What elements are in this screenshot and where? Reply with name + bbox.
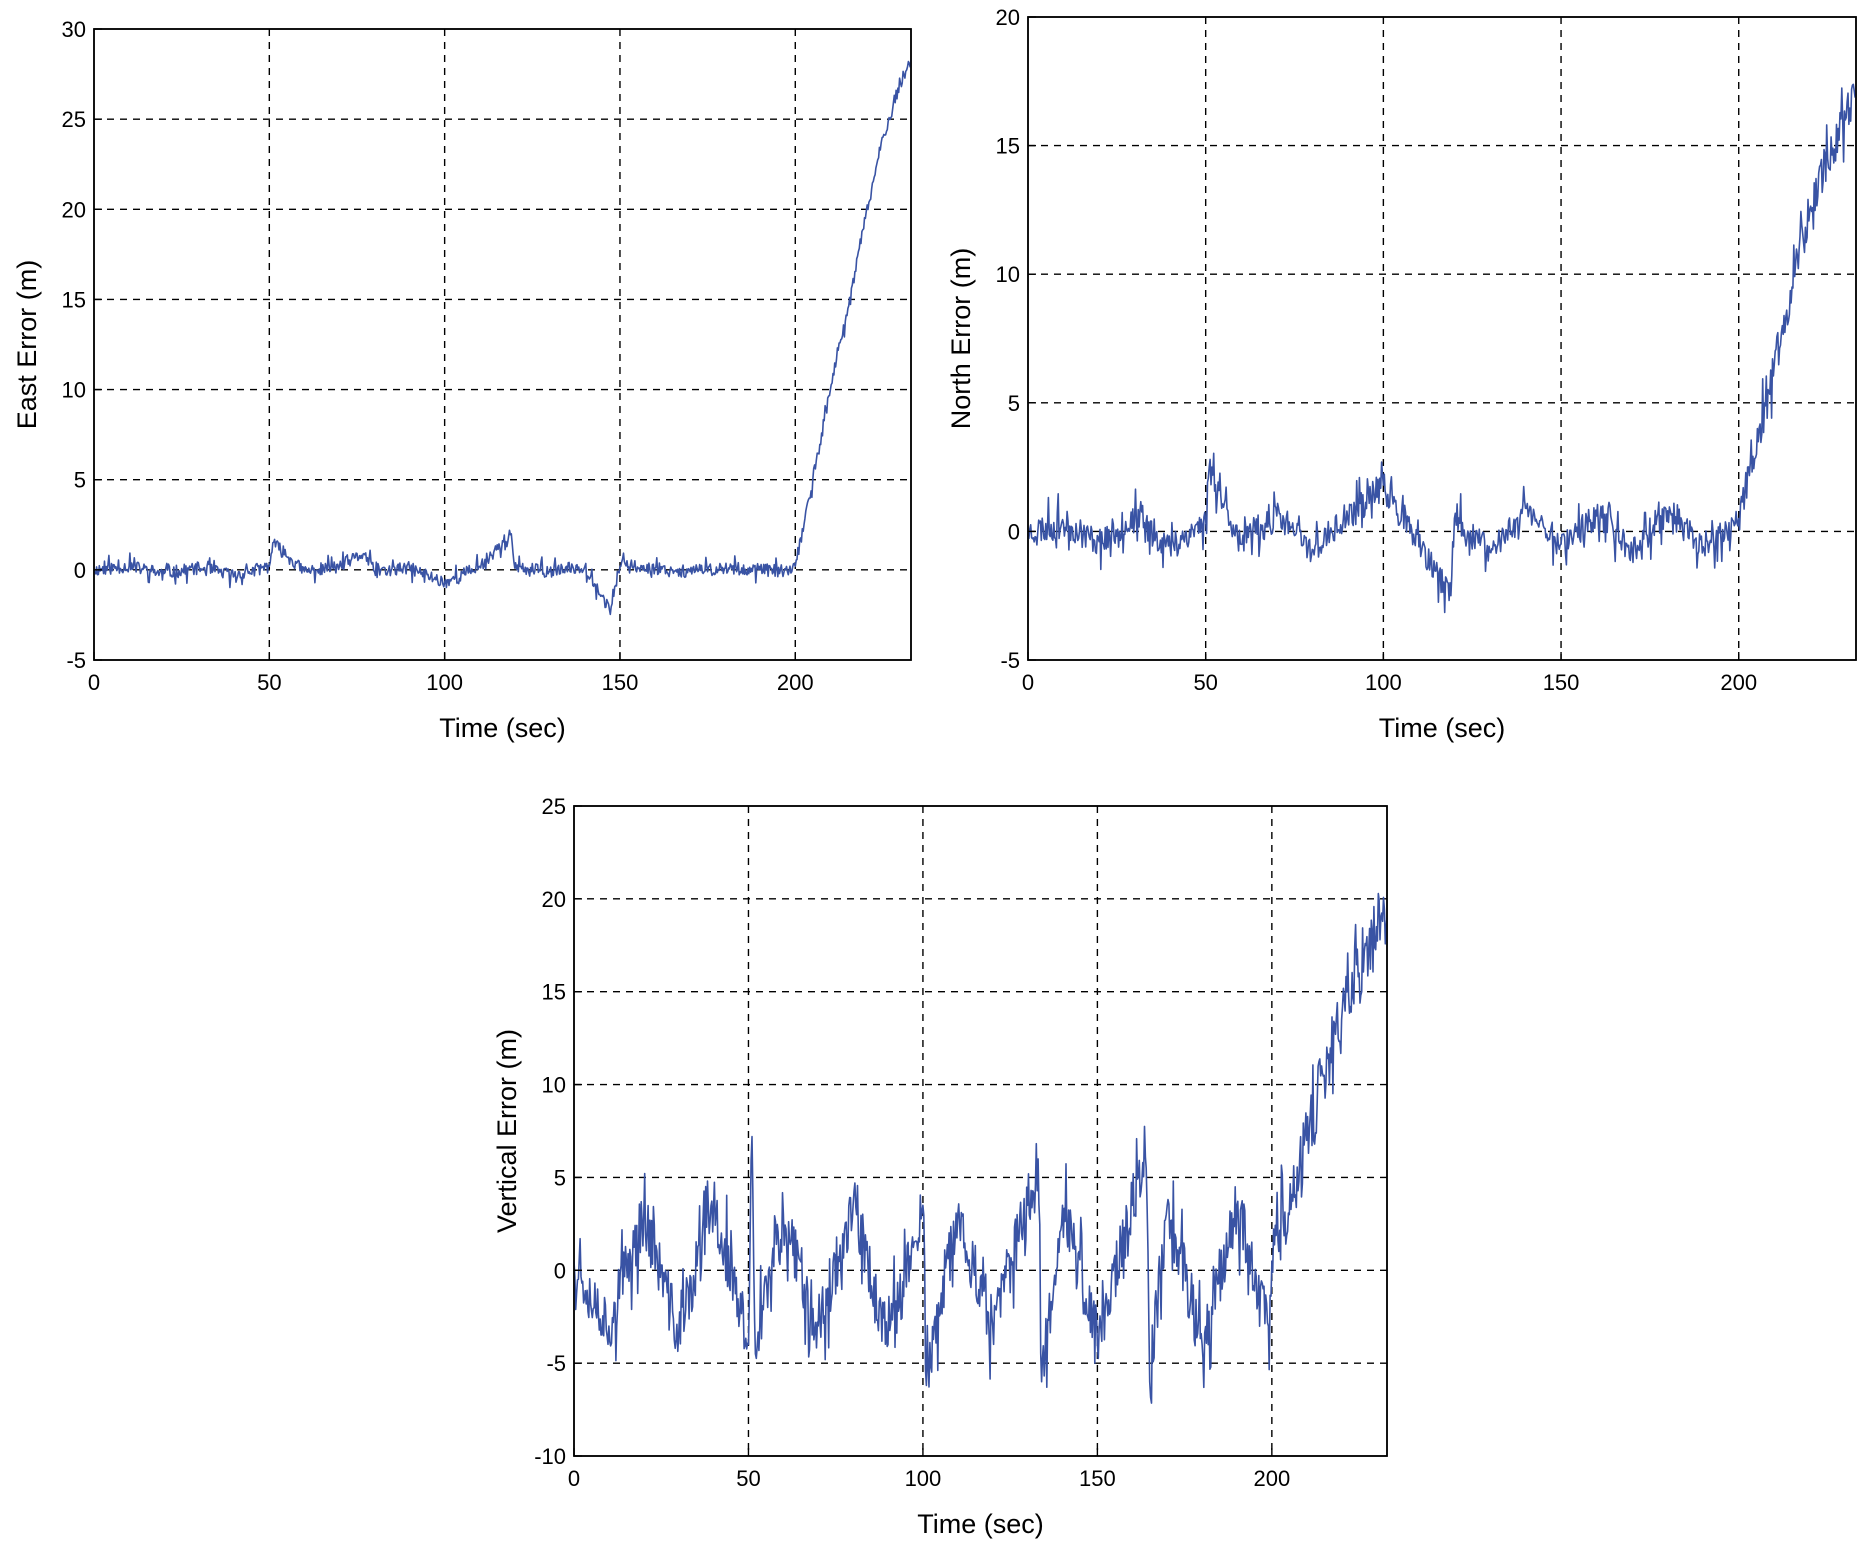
y-tick-label: 15 [996, 134, 1020, 159]
y-tick-label: -5 [66, 648, 86, 673]
plot-area [573, 805, 1388, 1457]
y-axis-label: Vertical Error (m) [492, 1029, 522, 1233]
y-tick-label: -5 [546, 1351, 566, 1376]
y-tick-label: 0 [554, 1258, 566, 1283]
plot-border [573, 805, 1388, 1457]
y-tick-label: 20 [542, 887, 566, 912]
x-axis-label: Time (sec) [439, 713, 566, 743]
x-tick-label: 50 [257, 670, 281, 695]
x-tick-label: 200 [1720, 670, 1757, 695]
x-tick-label: 150 [1543, 670, 1580, 695]
x-tick-label: 0 [568, 1466, 580, 1491]
y-tick-label: 5 [74, 468, 86, 493]
y-tick-label: 10 [996, 262, 1020, 287]
x-tick-label: 50 [736, 1466, 760, 1491]
y-tick-label: 0 [74, 558, 86, 583]
y-tick-label: 5 [554, 1165, 566, 1190]
x-axis-label: Time (sec) [1379, 713, 1506, 743]
y-tick-label: 10 [62, 378, 86, 403]
plot-area [93, 28, 912, 661]
x-tick-label: 150 [1079, 1466, 1116, 1491]
x-axis-label: Time (sec) [917, 1509, 1044, 1539]
y-tick-label: 15 [542, 980, 566, 1005]
x-tick-label: 50 [1193, 670, 1217, 695]
y-tick-label: 30 [62, 17, 86, 42]
y-tick-label: 25 [542, 794, 566, 819]
x-tick-label: 0 [88, 670, 100, 695]
x-tick-label: 200 [1253, 1466, 1290, 1491]
plot-border [93, 28, 912, 661]
series-line [1027, 83, 1857, 614]
y-tick-label: 10 [542, 1073, 566, 1098]
y-tick-label: 0 [1008, 519, 1020, 544]
plot-area [1027, 16, 1857, 661]
y-tick-label: 15 [62, 287, 86, 312]
series-line [573, 892, 1388, 1404]
x-tick-label: 200 [777, 670, 814, 695]
y-tick-label: 5 [1008, 391, 1020, 416]
x-tick-label: 100 [905, 1466, 942, 1491]
y-tick-label: 20 [62, 197, 86, 222]
y-axis-label: North Error (m) [946, 248, 976, 430]
y-tick-label: -10 [534, 1444, 566, 1469]
y-axis-label: East Error (m) [12, 260, 42, 430]
y-tick-label: 20 [996, 5, 1020, 30]
x-tick-label: 100 [426, 670, 463, 695]
plot-border [1027, 16, 1857, 661]
x-tick-label: 0 [1022, 670, 1034, 695]
x-tick-label: 150 [602, 670, 639, 695]
series-line [93, 59, 912, 616]
vertical-error-chart: 0 50 100 150 200 -10 -5 0 5 10 15 20 25 Time (sec) Ver… [492, 794, 1388, 1539]
y-tick-label: -5 [1000, 648, 1020, 673]
y-tick-label: 25 [62, 107, 86, 132]
x-tick-label: 100 [1365, 670, 1402, 695]
